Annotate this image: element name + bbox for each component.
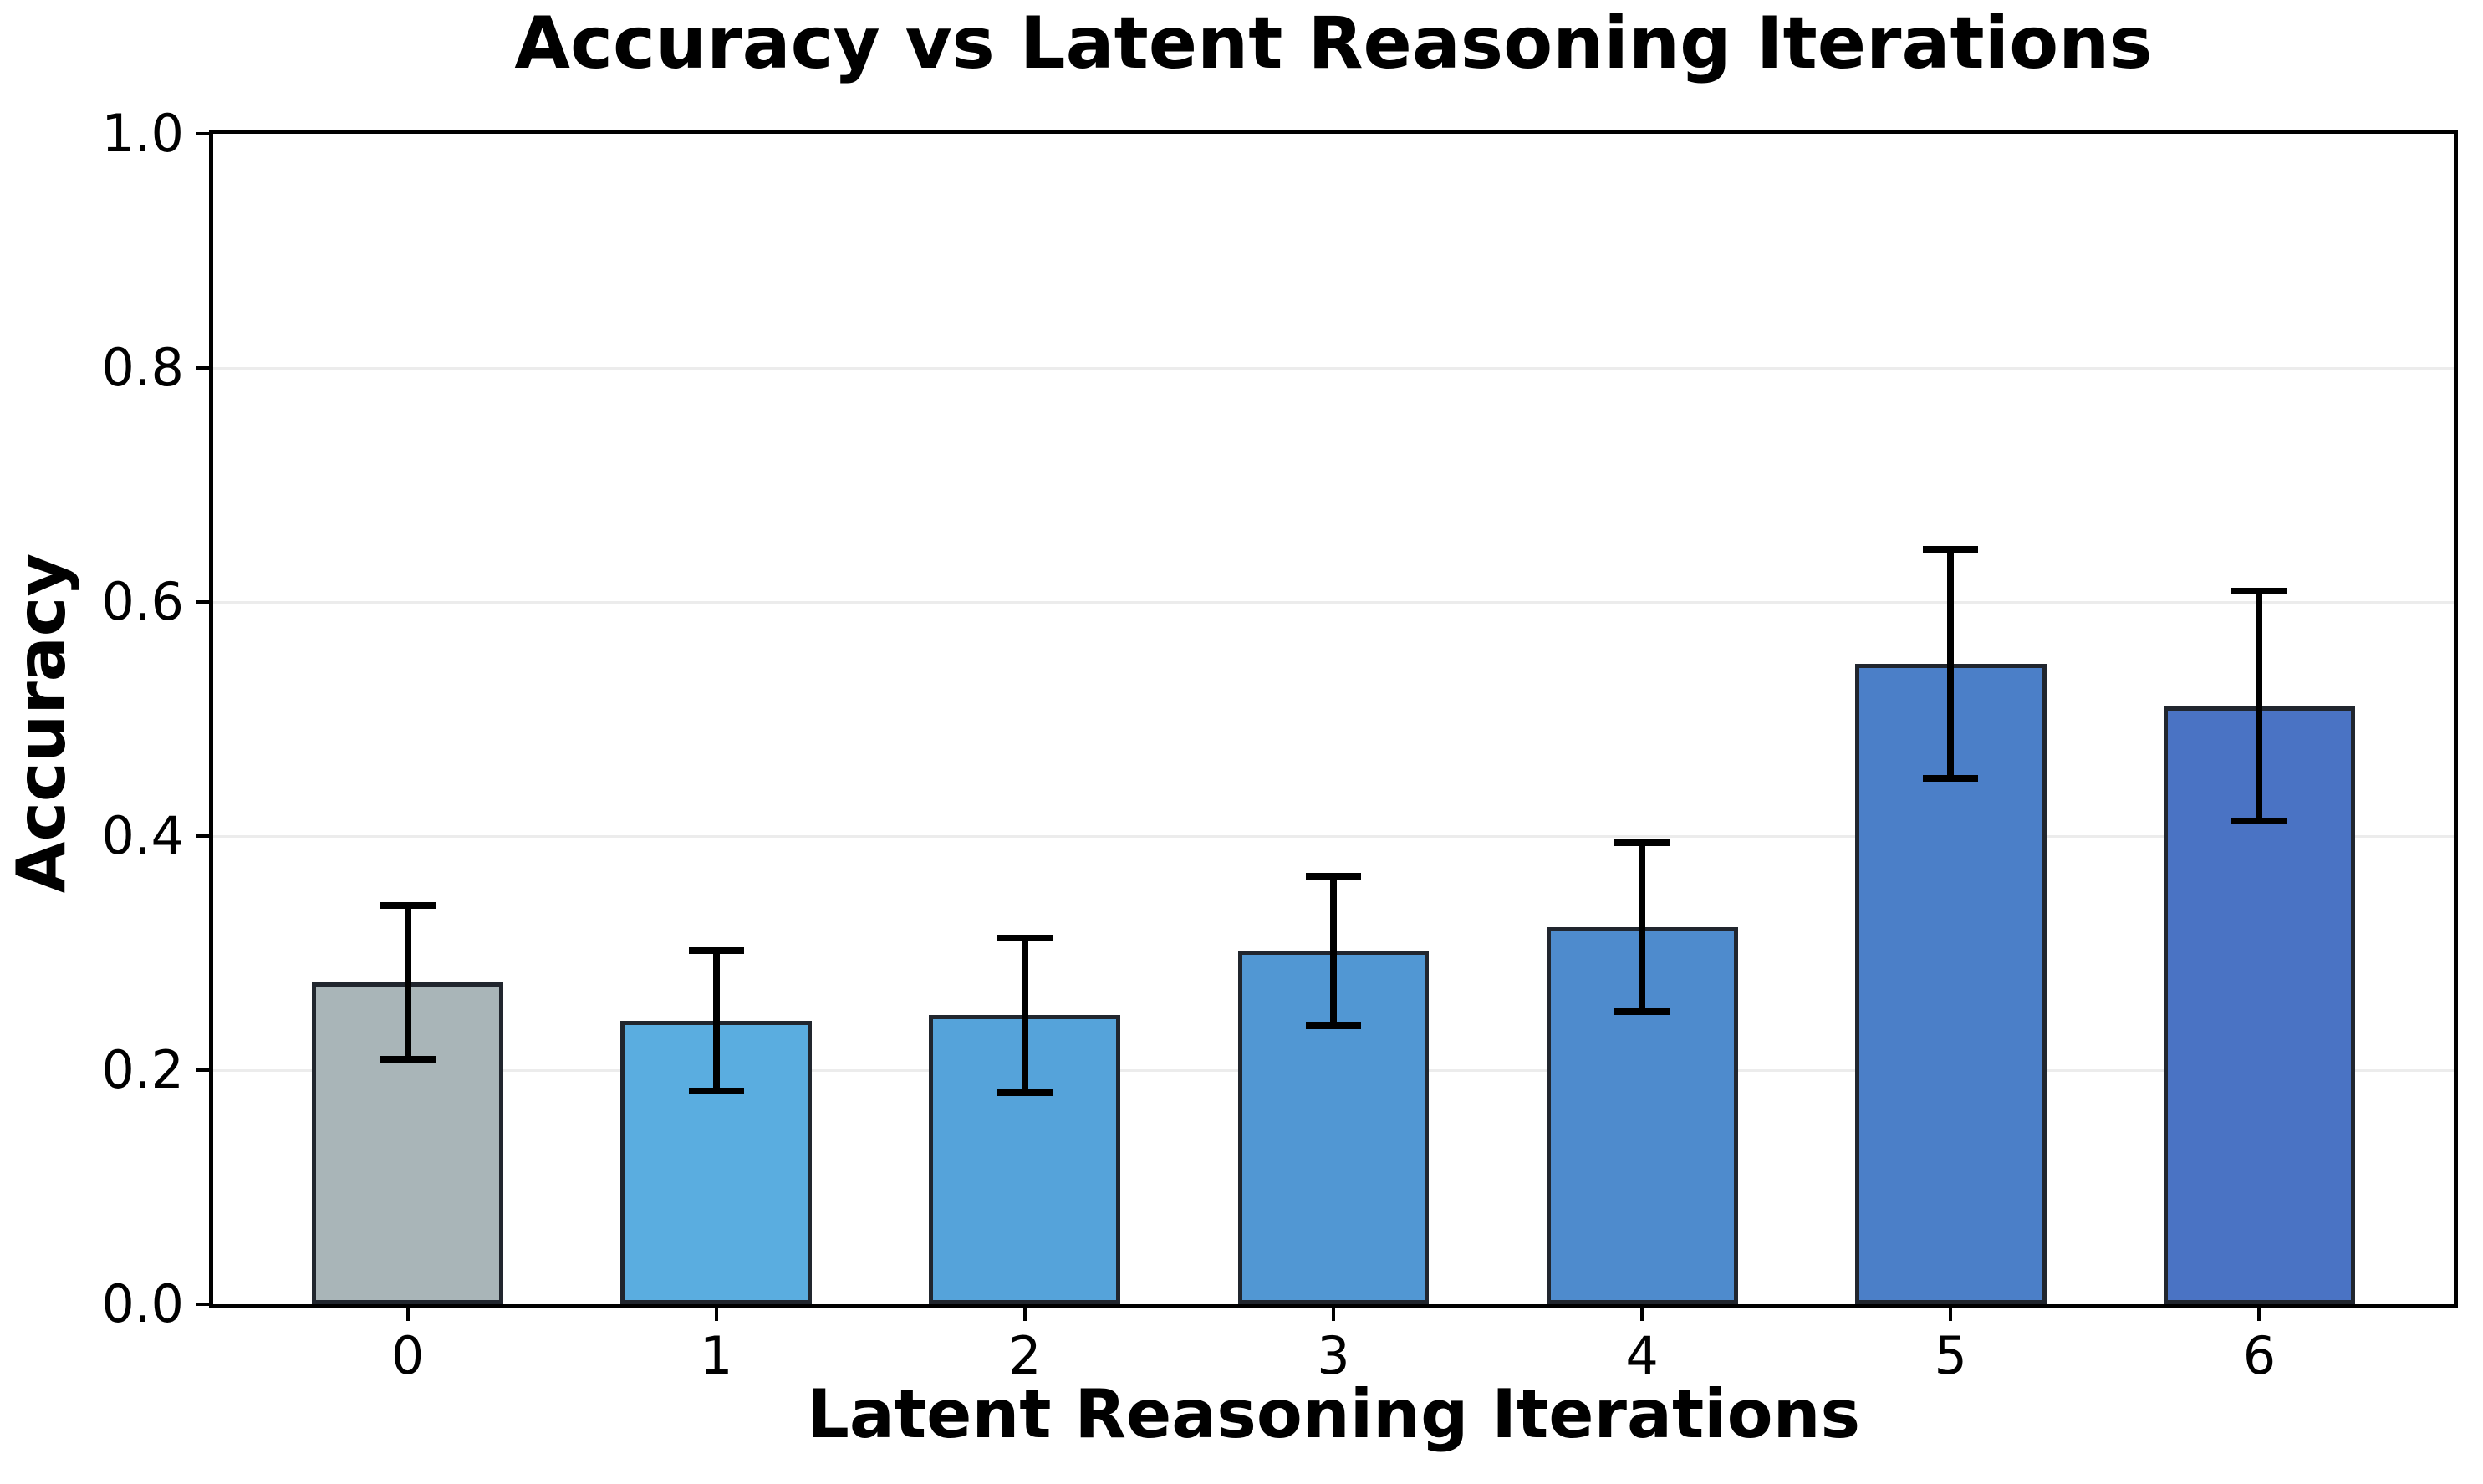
chart-title: Accuracy vs Latent Reasoning Iterations xyxy=(514,2,2153,85)
y-tick-label: 1.0 xyxy=(101,103,184,164)
y-tick-mark xyxy=(196,132,209,135)
error-bar-cap xyxy=(1614,839,1670,847)
error-bar-cap xyxy=(688,1088,744,1095)
x-tick-label: 0 xyxy=(390,1325,425,1386)
y-tick-mark xyxy=(196,1068,209,1072)
x-tick-label: 6 xyxy=(2242,1325,2277,1386)
error-bar-cap xyxy=(2231,588,2287,595)
error-bar-line xyxy=(1639,843,1646,1012)
y-tick-label: 0.6 xyxy=(101,571,184,632)
y-tick-label: 0.4 xyxy=(101,805,184,866)
y-tick-mark xyxy=(196,834,209,838)
x-tick-label: 2 xyxy=(1008,1325,1042,1386)
y-tick-label: 0.8 xyxy=(101,337,184,398)
error-bar-cap xyxy=(380,1056,436,1063)
y-tick-mark xyxy=(196,1303,209,1306)
error-bar-cap xyxy=(380,901,436,909)
error-bar-cap xyxy=(1306,872,1361,880)
x-tick-label: 4 xyxy=(1625,1325,1659,1386)
y-tick-mark xyxy=(196,366,209,370)
x-tick-mark xyxy=(714,1308,718,1321)
y-tick-label: 0.2 xyxy=(101,1039,184,1100)
error-bar-line xyxy=(1021,937,1028,1093)
y-tick-label: 0.0 xyxy=(101,1273,184,1334)
x-tick-mark xyxy=(405,1308,410,1321)
error-bar-cap xyxy=(1923,546,1979,553)
error-bar-line xyxy=(1330,875,1337,1026)
error-bar-cap xyxy=(2231,817,2287,824)
x-tick-mark xyxy=(2257,1308,2261,1321)
gridline xyxy=(213,600,2454,604)
error-bar-line xyxy=(712,951,720,1092)
y-axis-label: Accuracy xyxy=(3,553,80,894)
error-bar-line xyxy=(2256,591,2263,821)
gridline xyxy=(213,366,2454,370)
error-bar-cap xyxy=(1614,1008,1670,1015)
gridline xyxy=(213,834,2454,838)
error-bar-line xyxy=(404,905,411,1060)
x-tick-mark xyxy=(1640,1308,1644,1321)
error-bar-cap xyxy=(1923,775,1979,783)
y-tick-mark xyxy=(196,600,209,604)
x-tick-mark xyxy=(1949,1308,1953,1321)
x-tick-mark xyxy=(1022,1308,1027,1321)
error-bar-line xyxy=(1947,549,1955,779)
x-tick-label: 5 xyxy=(1934,1325,1967,1386)
error-bar-cap xyxy=(997,1089,1053,1096)
error-bar-cap xyxy=(1306,1022,1361,1029)
error-bar-cap xyxy=(688,947,744,955)
error-bar-cap xyxy=(997,934,1053,941)
x-tick-label: 1 xyxy=(699,1325,733,1386)
x-axis-label: Latent Reasoning Iterations xyxy=(806,1375,1861,1453)
x-tick-mark xyxy=(1332,1308,1335,1321)
plot-area: 0.0 0.2 0.4 0.6 0.8 1.0 0 1 2 3 4 5 6 xyxy=(101,103,2458,1386)
x-tick-label: 3 xyxy=(1317,1325,1350,1386)
